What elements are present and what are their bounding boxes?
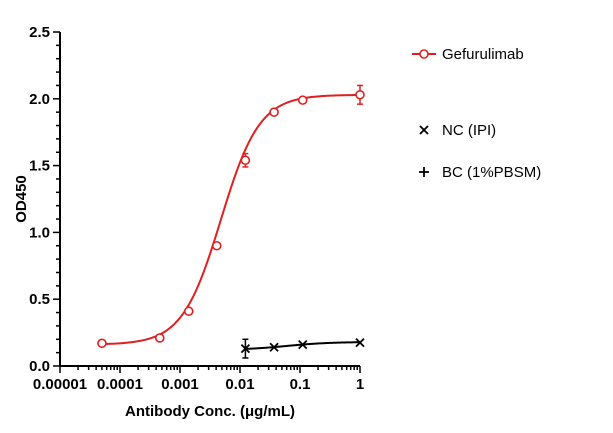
- gefurulimab-data-point: [240, 155, 251, 166]
- gefurulimab-fit-line: [101, 93, 361, 346]
- gefurulimab-data-point: [97, 338, 107, 349]
- gefurulimab-data-point: [355, 89, 365, 100]
- x-tick-label: 0.1: [290, 376, 311, 393]
- y-tick-label: 0.5: [29, 291, 50, 308]
- x-tick-label: 1: [356, 376, 364, 393]
- x-tick-label: 0.0001: [97, 376, 143, 393]
- x-axis-title: Antibody Conc. (μg/mL): [125, 403, 295, 420]
- legend-label: BC (1%PBSM): [442, 164, 541, 181]
- x-marker-stroke: [419, 125, 429, 135]
- gefurulimab-data-point: [211, 240, 222, 251]
- legend-marker: [419, 167, 429, 177]
- legend-item-gefurulimab: Gefurulimab: [412, 46, 524, 63]
- legend-label: NC (IPI): [442, 122, 496, 139]
- y-tick-label: 1.5: [29, 158, 50, 175]
- y-tick-label: 1.0: [29, 224, 50, 241]
- legend-item-bc-1-pbsm: BC (1%PBSM): [419, 164, 541, 181]
- x-marker-stroke: [269, 342, 279, 352]
- x-marker-stroke: [240, 343, 251, 354]
- legend-marker: [419, 49, 429, 59]
- y-tick-label: 2.0: [29, 91, 50, 108]
- y-tick-label: 0.0: [29, 358, 50, 375]
- gefurulimab-data-point: [154, 333, 165, 343]
- x-tick-label: 0.001: [161, 376, 199, 393]
- y-axis: 0.0 0.5 1.0 1.5 2.0 2.5: [29, 24, 61, 375]
- legend-marker: [419, 125, 429, 135]
- gefurulimab-data-point: [269, 107, 279, 117]
- legend-label: Gefurulimab: [442, 46, 524, 63]
- x-marker-stroke: [298, 339, 308, 350]
- legend: Gefurulimab NC (IPI) BC (1%PBSM): [412, 46, 541, 181]
- x-axis: 0.00001 0.0001 0.001 0.01 0.1 1: [33, 365, 364, 393]
- nc-ipi-data-point: [298, 339, 308, 350]
- x-tick-label: 0.00001: [33, 376, 87, 393]
- legend-item-nc-ipi: NC (IPI): [419, 122, 496, 139]
- y-axis-title: OD450: [13, 175, 30, 223]
- nc-ipi-data-point: [240, 343, 251, 354]
- y-tick-label: 2.5: [29, 24, 50, 41]
- gefurulimab-data-point: [183, 306, 194, 317]
- x-tick-label: 0.01: [225, 376, 254, 393]
- x-marker-stroke: [355, 337, 365, 348]
- plot-area: [97, 84, 365, 359]
- nc-ipi-data-point: [269, 342, 279, 352]
- nc-ipi-data-point: [355, 337, 365, 348]
- gefurulimab-data-point: [297, 95, 308, 105]
